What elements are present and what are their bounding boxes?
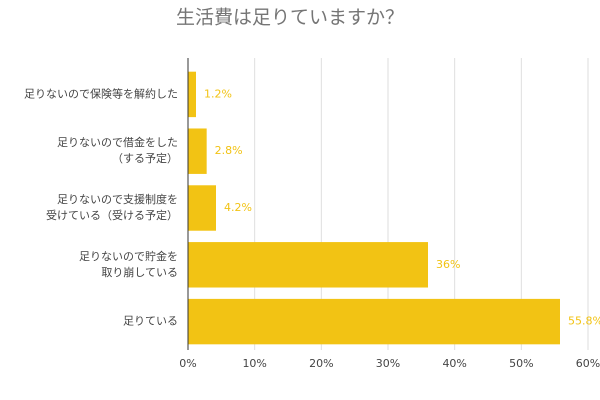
chart-title: 生活費は足りていますか？ xyxy=(176,7,404,29)
bar xyxy=(188,71,196,118)
bar xyxy=(188,242,428,288)
y-tick-label: （する予定） xyxy=(112,151,178,165)
data-label: 2.8% xyxy=(215,144,243,157)
y-tick-label: 足りないので保険等を解約した xyxy=(24,86,178,100)
bar xyxy=(188,128,207,174)
data-label: 4.2% xyxy=(224,201,252,214)
x-tick-label: 50% xyxy=(509,357,533,370)
y-tick-label: 足りないので支援制度を xyxy=(57,192,178,206)
x-tick-label: 0% xyxy=(179,357,196,370)
y-tick-label: 足りている xyxy=(123,315,178,328)
data-label: 1.2% xyxy=(204,87,232,100)
bar xyxy=(188,298,560,345)
data-label: 55.8% xyxy=(568,315,600,328)
y-tick-label: 足りないので借金をした xyxy=(57,135,178,149)
y-tick-label: 足りないので貯金を xyxy=(79,249,178,263)
y-tick-label: 取り崩している xyxy=(101,265,178,279)
x-tick-label: 10% xyxy=(242,357,266,370)
bar xyxy=(188,185,216,231)
x-tick-label: 60% xyxy=(576,357,600,370)
x-tick-label: 40% xyxy=(442,357,466,370)
data-label: 36% xyxy=(436,258,460,271)
y-tick-label: 受けている（受ける予定） xyxy=(46,208,178,222)
x-tick-label: 30% xyxy=(376,357,400,370)
x-tick-label: 20% xyxy=(309,357,333,370)
